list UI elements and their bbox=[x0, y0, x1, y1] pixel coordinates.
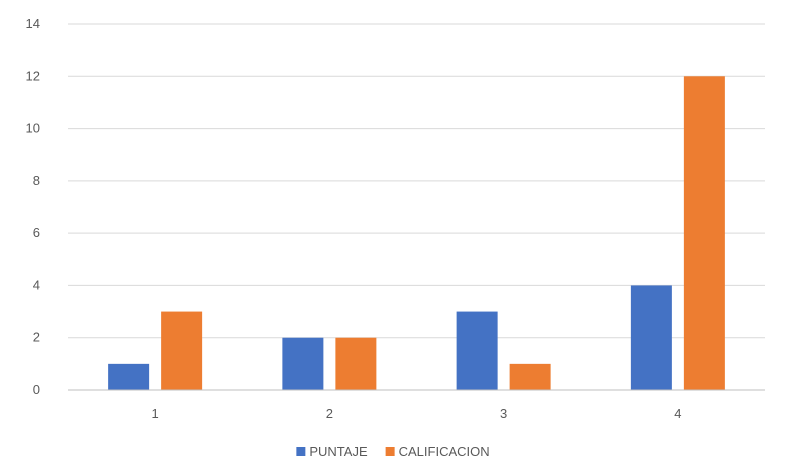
y-tick-label-8: 8 bbox=[33, 173, 40, 188]
legend-swatch-puntaje bbox=[296, 447, 306, 456]
x-tick-label-1: 1 bbox=[152, 406, 159, 421]
legend-label-puntaje: PUNTAJE bbox=[309, 444, 368, 459]
bars bbox=[108, 76, 725, 391]
bar-puntaje-3 bbox=[456, 311, 498, 390]
legend-label-calificacion: CALIFICACION bbox=[399, 444, 490, 459]
y-axis: 0 2 4 6 8 10 12 14 bbox=[26, 16, 40, 397]
bar-calificacion-3 bbox=[509, 363, 551, 390]
gridlines bbox=[68, 23, 765, 339]
legend: PUNTAJE CALIFICACION bbox=[296, 444, 490, 459]
x-tick-label-4: 4 bbox=[674, 406, 681, 421]
x-axis: 1 2 3 4 bbox=[68, 389, 765, 421]
bar-puntaje-1 bbox=[108, 363, 150, 390]
y-tick-label-12: 12 bbox=[26, 68, 40, 83]
y-tick-label-6: 6 bbox=[33, 225, 40, 240]
bar-puntaje-4 bbox=[630, 285, 672, 390]
bar-puntaje-2 bbox=[282, 337, 324, 390]
bar-calificacion-1 bbox=[161, 311, 203, 390]
legend-swatch-calificacion bbox=[385, 447, 395, 456]
y-tick-label-2: 2 bbox=[33, 330, 40, 345]
bar-calificacion-4 bbox=[683, 76, 725, 391]
x-tick-label-3: 3 bbox=[500, 406, 507, 421]
x-tick-label-2: 2 bbox=[326, 406, 333, 421]
bar-calificacion-2 bbox=[335, 337, 377, 390]
y-tick-label-4: 4 bbox=[33, 277, 40, 292]
y-tick-label-14: 14 bbox=[26, 16, 40, 31]
y-tick-label-10: 10 bbox=[26, 121, 40, 136]
y-tick-label-0: 0 bbox=[33, 382, 40, 397]
